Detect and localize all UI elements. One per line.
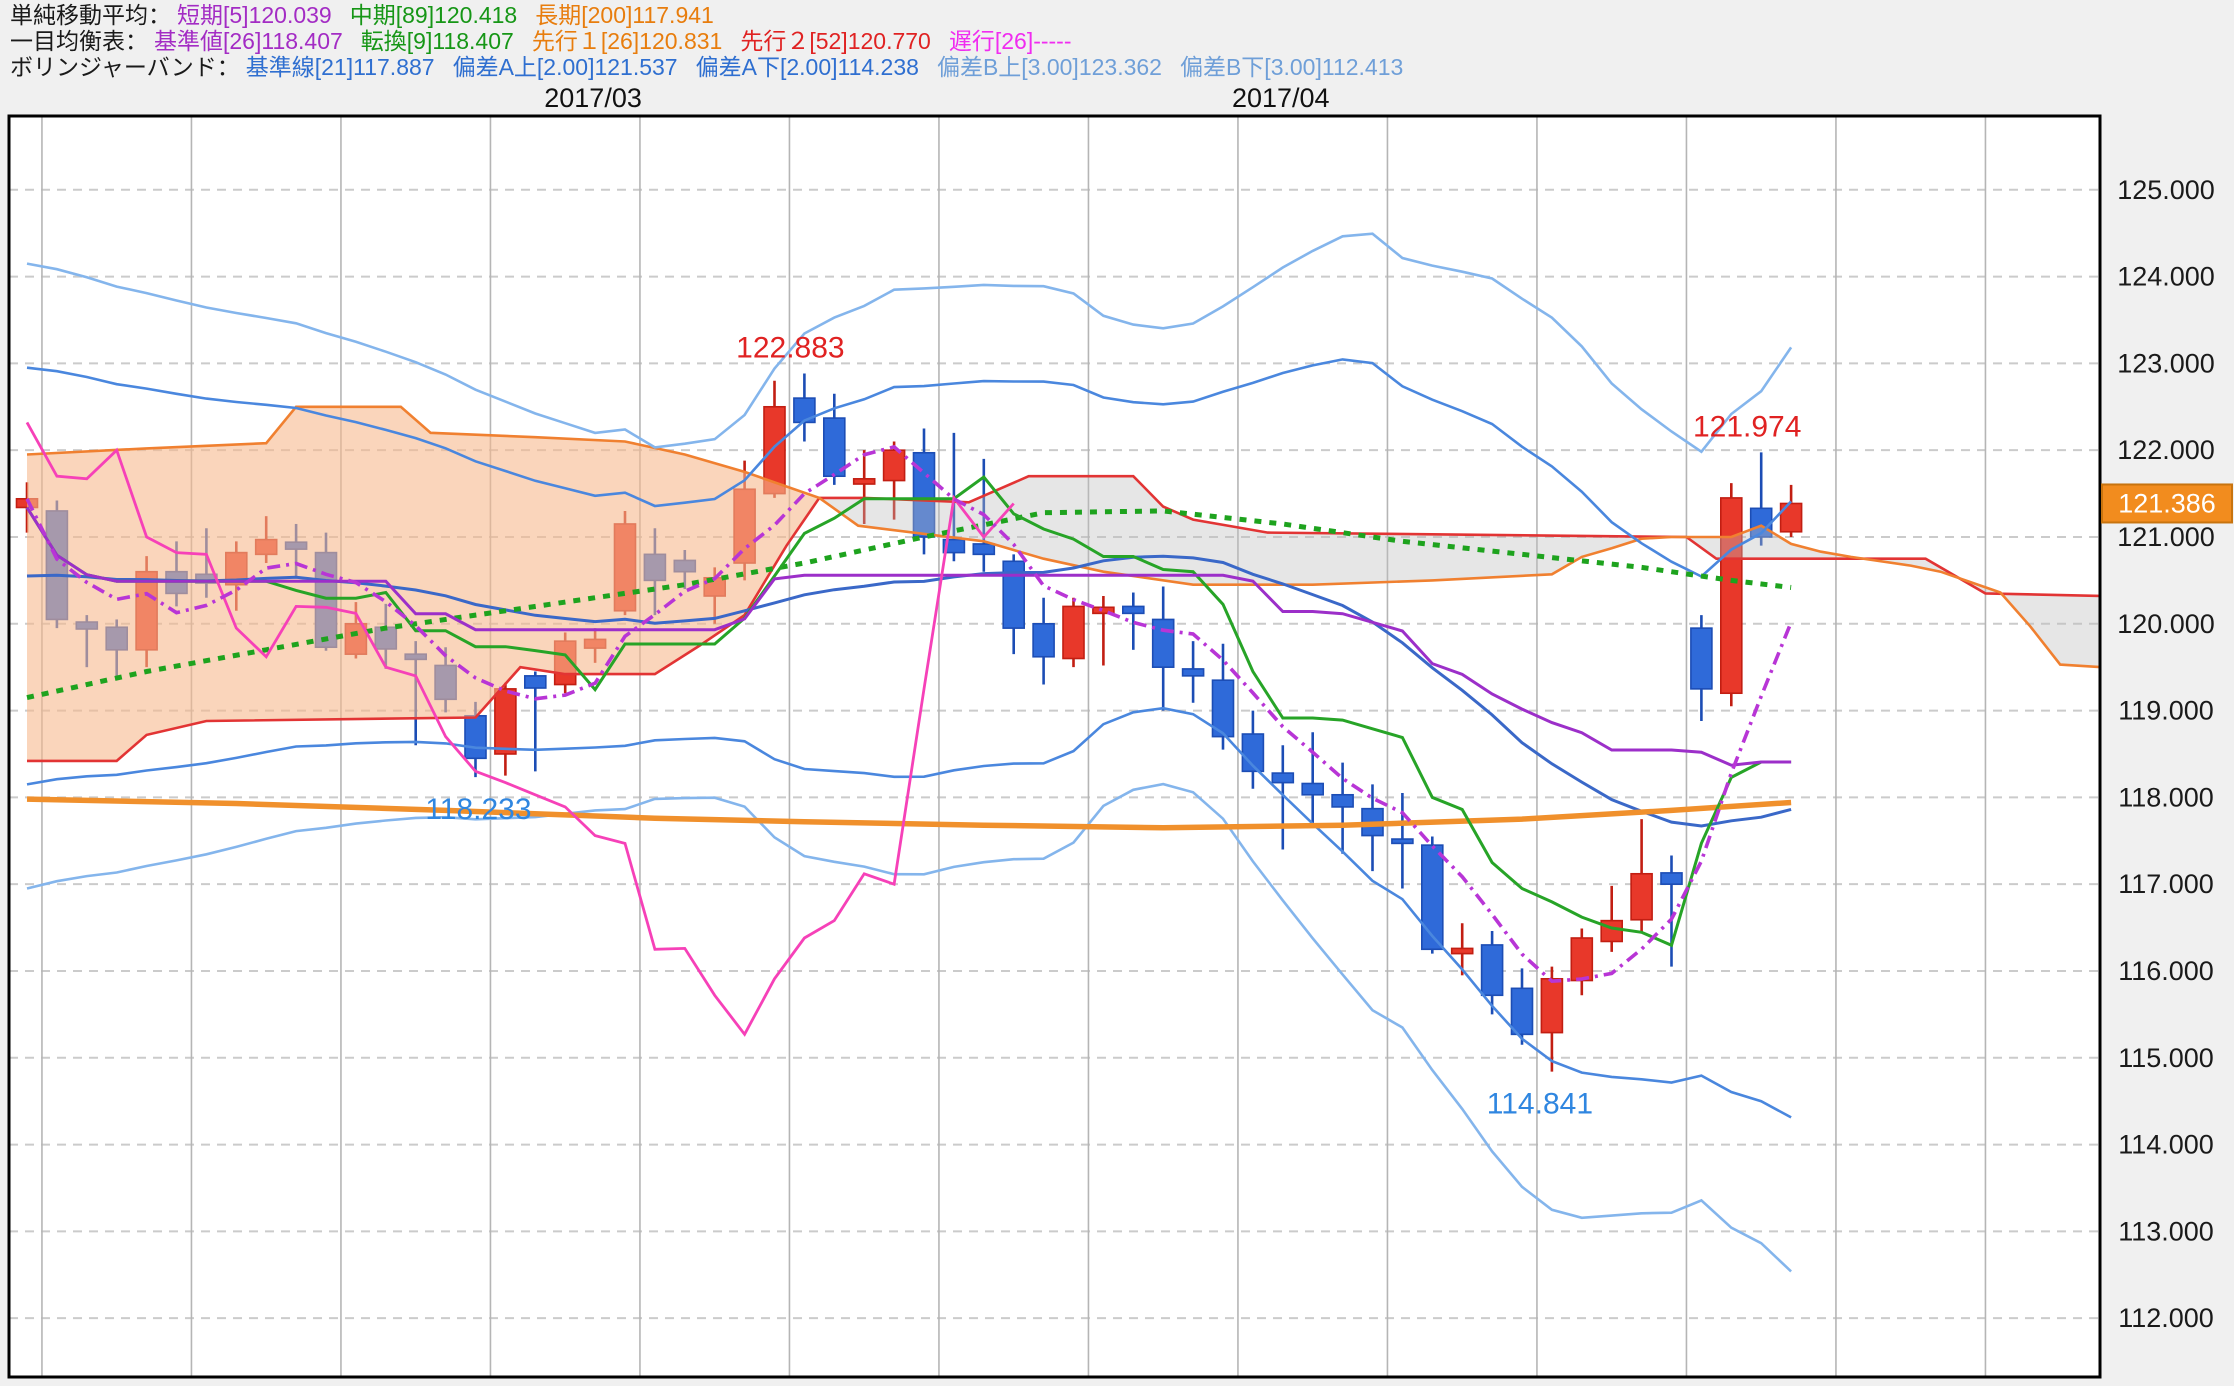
candle-body-down bbox=[793, 397, 816, 424]
candle-body-down bbox=[1211, 679, 1235, 738]
candle-body-down bbox=[1032, 622, 1055, 658]
tenkan-sen-line bbox=[25, 474, 1792, 948]
candle-body-up bbox=[882, 449, 906, 482]
plot-area[interactable] bbox=[9, 116, 2100, 1377]
sma-row-seg-1: 短期[5]120.039 bbox=[177, 2, 332, 28]
candle-body-up bbox=[1720, 497, 1743, 695]
price-tick-label: 119.000 bbox=[2118, 696, 2214, 726]
bollinger-row-seg-5: 偏差B下[3.00]112.413 bbox=[1179, 54, 1404, 80]
bollinger-row-seg-3: 偏差A下[2.00]114.238 bbox=[695, 54, 919, 80]
bollinger-row-seg-4: 偏差B上[3.00]123.362 bbox=[936, 54, 1162, 80]
bollinger-2sigma-upper bbox=[26, 358, 1793, 579]
price-annotation: 118.233 bbox=[425, 793, 531, 826]
price-tick-label: 113.000 bbox=[2118, 1216, 2214, 1246]
candle-body-down bbox=[972, 543, 996, 556]
senkou-span-b-line bbox=[27, 474, 2100, 763]
candle-body-up bbox=[852, 478, 876, 485]
candle-body-down bbox=[1331, 793, 1354, 808]
month-label: 2017/03 bbox=[544, 83, 642, 113]
price-tick-label: 112.000 bbox=[2118, 1303, 2214, 1333]
bollinger-row-seg-1: 基準線[21]117.887 bbox=[245, 54, 435, 80]
price-tick-label: 123.000 bbox=[2117, 348, 2215, 378]
candle-body-down bbox=[1122, 605, 1145, 615]
price-tick-label: 115.000 bbox=[2118, 1043, 2214, 1073]
price-annotation: 114.841 bbox=[1487, 1088, 1593, 1121]
sma-row-seg-2: 中期[89]120.418 bbox=[349, 2, 518, 28]
sma-row-seg-0: 単純移動平均： bbox=[10, 2, 171, 28]
candle-body-down bbox=[1002, 560, 1026, 629]
price-tick-label: 121.000 bbox=[2117, 522, 2215, 552]
plot-layers bbox=[9, 116, 2100, 1377]
bollinger-2sigma-lower bbox=[26, 706, 1792, 1119]
price-tick-label: 124.000 bbox=[2117, 262, 2215, 292]
candle-body-down bbox=[912, 451, 936, 538]
current-price-badge[interactable] bbox=[2101, 483, 2233, 524]
candle-body-down bbox=[1271, 772, 1295, 784]
sma-row-seg-3: 長期[200]117.941 bbox=[535, 2, 714, 28]
price-tick-label: 117.000 bbox=[2118, 869, 2214, 899]
candle-body-down bbox=[523, 675, 547, 689]
price-tick-label: 120.000 bbox=[2117, 609, 2215, 639]
ichimoku-row-seg-5: 遅行[26]----- bbox=[948, 28, 1072, 54]
price-tick-label: 125.000 bbox=[2117, 175, 2215, 205]
price-annotation: 121.974 bbox=[1693, 410, 1801, 443]
bollinger-3sigma-lower bbox=[26, 782, 1792, 1273]
plot-border bbox=[7, 114, 2102, 1379]
candle-body-up bbox=[1092, 606, 1115, 615]
price-tick-label: 118.000 bbox=[2118, 782, 2214, 812]
indicator-legend: 単純移動平均： 短期[5]120.039 中期[89]120.418 長期[200]1… bbox=[10, 2, 1421, 80]
senkou-span-a-line bbox=[26, 405, 2100, 669]
candle-body-down bbox=[1301, 782, 1324, 796]
ichimoku-row-seg-3: 先行１[26]120.831 bbox=[531, 28, 723, 54]
candle-body-up bbox=[1062, 605, 1085, 660]
ichimoku-row-seg-4: 先行２[52]120.770 bbox=[740, 28, 931, 54]
price-annotation: 122.883 bbox=[736, 332, 844, 365]
price-tick-label: 114.000 bbox=[2118, 1130, 2214, 1160]
candle-body-down bbox=[942, 538, 966, 554]
candle-body-down bbox=[464, 714, 487, 760]
ichimoku-bull-cloud bbox=[27, 406, 820, 761]
price-tick-label: 122.000 bbox=[2117, 435, 2215, 465]
ichimoku-bear-cloud bbox=[819, 476, 2100, 668]
kijun-sen-line bbox=[25, 506, 1792, 767]
candle-body-up bbox=[1779, 502, 1803, 533]
candle-body-down bbox=[1181, 668, 1205, 677]
ichimoku-row-seg-0: 一目均衡表： bbox=[10, 28, 148, 54]
ichimoku-row-seg-1: 基準値[26]118.407 bbox=[154, 28, 343, 54]
sma-5-line bbox=[25, 444, 1793, 984]
candle-body-down bbox=[1421, 844, 1444, 951]
ichimoku-row: 一目均衡表： 基準値[26]118.407 転換[9]118.407 先行１[26]1… bbox=[10, 28, 1421, 54]
candle-body-up bbox=[494, 688, 517, 755]
candle-body-down bbox=[1480, 944, 1504, 997]
candle-body-down bbox=[1391, 838, 1414, 845]
sma-row: 単純移動平均： 短期[5]120.039 中期[89]120.418 長期[200]1… bbox=[10, 2, 1421, 28]
candle-body-down bbox=[1151, 618, 1175, 668]
ichimoku-row-seg-2: 転換[9]118.407 bbox=[360, 28, 514, 54]
current-price-label: 121.386 bbox=[2118, 488, 2216, 518]
candle-body-up bbox=[1630, 872, 1653, 921]
candle-body-up bbox=[1540, 977, 1564, 1034]
price-tick-label: 116.000 bbox=[2118, 956, 2214, 986]
month-label: 2017/04 bbox=[1232, 83, 1330, 113]
sma-200-line bbox=[26, 796, 1792, 831]
candle-body-down bbox=[1660, 872, 1683, 885]
bollinger-row-seg-0: ボリンジャーバンド： bbox=[10, 54, 240, 80]
candle-body-up bbox=[1570, 937, 1594, 982]
bollinger-row: ボリンジャーバンド： 基準線[21]117.887 偏差A上[2.00]121.53… bbox=[10, 54, 1421, 80]
chikou-span-line bbox=[25, 421, 1015, 1037]
candle-body-up bbox=[1450, 947, 1474, 955]
candle-body-down bbox=[1510, 987, 1534, 1036]
candle-body-down bbox=[1690, 627, 1713, 690]
bollinger-row-seg-2: 偏差A上[2.00]121.537 bbox=[452, 54, 678, 80]
bollinger-3sigma-upper bbox=[26, 232, 1793, 454]
